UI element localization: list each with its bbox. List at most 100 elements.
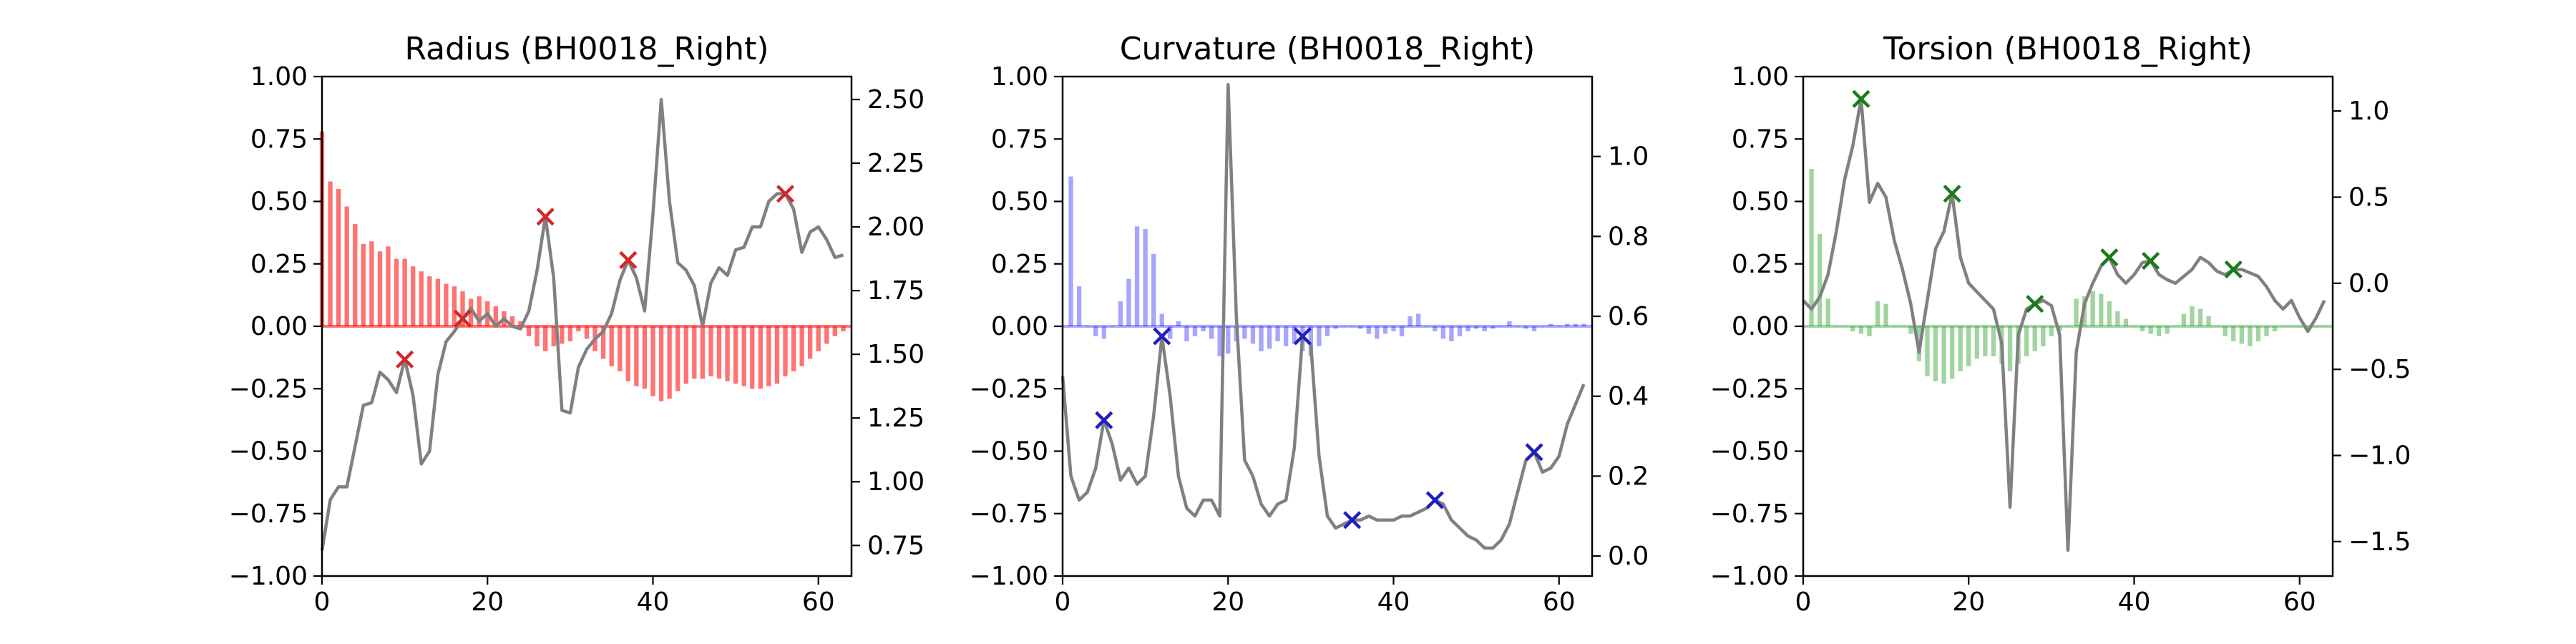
peak-marker-2 <box>1293 327 1312 346</box>
bar-27 <box>543 326 548 351</box>
bar-22 <box>1983 326 1988 356</box>
bar-18 <box>1209 326 1214 339</box>
peak-marker-1 <box>453 309 472 328</box>
marker-stroke <box>453 309 472 328</box>
peak-marker-1 <box>1943 185 1961 203</box>
bar-13 <box>1168 326 1173 339</box>
bar-26 <box>1275 326 1280 341</box>
marker-stroke <box>2142 251 2160 270</box>
y-tick-label: 1.00 <box>991 62 1048 92</box>
chart-title: Torsion (BH0018_Right) <box>1883 31 2253 67</box>
marker-stroke <box>536 208 555 226</box>
bar-44 <box>1424 326 1429 327</box>
bar-32 <box>584 326 590 339</box>
bar-57 <box>791 326 796 371</box>
bar-29 <box>2041 326 2046 346</box>
marker-stroke <box>1343 511 1362 530</box>
bar-15 <box>1184 326 1189 341</box>
y2-tick-label: 0.4 <box>1608 382 1649 411</box>
bar-47 <box>2190 306 2195 326</box>
bar-54 <box>766 326 771 386</box>
bar-47 <box>708 326 713 376</box>
peak-marker-0 <box>1095 411 1113 429</box>
bar-48 <box>2197 308 2203 326</box>
bar-39 <box>642 326 648 389</box>
marker-stroke <box>2224 260 2243 279</box>
bar-27 <box>1284 326 1289 346</box>
bar-14 <box>435 278 441 326</box>
bar-30 <box>1308 326 1314 356</box>
bar-31 <box>2057 326 2062 331</box>
y-tick-label: −0.75 <box>1710 499 1789 529</box>
series-line <box>320 97 844 551</box>
bar-45 <box>1433 326 1438 331</box>
bar-50 <box>1473 326 1479 329</box>
bar-23 <box>509 316 515 326</box>
bar-40 <box>2132 326 2137 327</box>
bar-61 <box>2306 326 2311 327</box>
bar-42 <box>667 326 672 399</box>
y2-tick-label: 2.50 <box>867 85 924 114</box>
bar-31 <box>1317 326 1322 346</box>
y2-tick-label: 2.00 <box>867 213 924 242</box>
bar-17 <box>460 291 465 326</box>
bar-11 <box>411 266 416 326</box>
bar-53 <box>2239 326 2244 344</box>
y2-tick-label: 1.00 <box>867 467 924 497</box>
y-tick-label: 0.25 <box>1732 250 1789 279</box>
y2-tick-label: 1.25 <box>867 404 924 433</box>
bar-19 <box>1217 326 1222 356</box>
bar-33 <box>2074 298 2079 326</box>
bar-38 <box>2115 311 2120 326</box>
bar-36 <box>1358 326 1363 329</box>
y-tick-label: 0.00 <box>991 312 1048 341</box>
bar-13 <box>427 276 432 326</box>
peak-marker-0 <box>1852 89 1870 108</box>
bar-30 <box>567 326 573 341</box>
bar-43 <box>1416 313 1421 326</box>
y-tick-label: −0.75 <box>970 499 1048 529</box>
bar-43 <box>2157 326 2162 336</box>
marker-stroke <box>1153 327 1171 346</box>
y-tick-label: −1.00 <box>229 562 308 591</box>
bar-7 <box>1858 326 1864 334</box>
bar-62 <box>832 326 838 336</box>
bar-1 <box>328 181 333 326</box>
bar-38 <box>1375 326 1380 339</box>
bar-7 <box>1118 301 1123 326</box>
bar-55 <box>774 326 780 384</box>
y-tick-label: 0.00 <box>1732 312 1789 341</box>
bar-35 <box>2090 291 2095 326</box>
y2-tick-label: 0.5 <box>2348 182 2389 212</box>
bar-48 <box>1457 326 1463 336</box>
x-tick-label: 40 <box>2118 587 2151 617</box>
bar-27 <box>2024 326 2029 356</box>
y-tick-label: 0.75 <box>250 125 308 154</box>
bar-6 <box>1850 326 1855 331</box>
bar-10 <box>402 258 407 326</box>
bar-18 <box>1949 326 1955 379</box>
bar-21 <box>1974 326 1979 359</box>
bar-37 <box>2107 301 2112 326</box>
x-tick-label: 60 <box>802 587 835 617</box>
bar-33 <box>1333 326 1338 329</box>
y2-tick-label: −1.5 <box>2348 527 2411 557</box>
x-tick-label: 0 <box>1795 587 1812 617</box>
bar-60 <box>1556 326 1561 327</box>
y-tick-label: 1.00 <box>250 62 308 92</box>
marker-stroke <box>1525 443 1543 462</box>
bar-14 <box>1176 321 1181 326</box>
peak-marker-5 <box>2224 260 2243 279</box>
bar-45 <box>2173 326 2178 327</box>
peak-marker-3 <box>1343 511 1362 530</box>
peak-marker-4 <box>776 185 795 203</box>
chart-title: Radius (BH0018_Right) <box>405 31 769 67</box>
y-tick-label: 0.50 <box>1732 187 1789 217</box>
bar-52 <box>2231 326 2236 341</box>
y-tick-label: 0.25 <box>250 250 308 279</box>
marker-stroke <box>1293 327 1312 346</box>
marker-stroke <box>1852 89 1870 108</box>
bar-19 <box>477 296 482 326</box>
bar-44 <box>683 326 688 384</box>
